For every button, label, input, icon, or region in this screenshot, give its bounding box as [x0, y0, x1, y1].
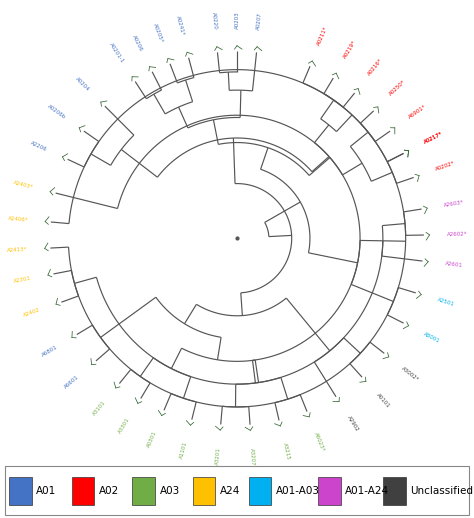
Text: A0220: A0220: [211, 12, 218, 30]
Text: A0203: A0203: [235, 11, 239, 28]
Text: A6023*: A6023*: [313, 432, 326, 453]
Text: A3215: A3215: [282, 442, 291, 461]
Text: A0205*: A0205*: [152, 22, 164, 44]
Text: A2402: A2402: [22, 308, 41, 319]
Text: A2301: A2301: [13, 276, 32, 284]
Text: A2602*: A2602*: [447, 232, 467, 237]
Text: A3201: A3201: [215, 447, 221, 465]
Text: A2413*: A2413*: [7, 247, 28, 253]
Text: A0211*: A0211*: [317, 25, 329, 46]
Text: A3207*: A3207*: [249, 447, 255, 468]
Bar: [72, 477, 94, 505]
Bar: [319, 477, 341, 505]
Text: A6901*: A6901*: [407, 104, 427, 120]
Text: A0217*: A0217*: [423, 132, 443, 146]
Text: A0207: A0207: [256, 12, 263, 30]
Text: A3301: A3301: [118, 416, 131, 435]
Text: A01-A24: A01-A24: [345, 486, 389, 496]
Text: A3002*: A3002*: [401, 365, 420, 382]
Bar: [193, 477, 215, 505]
Text: A24: A24: [220, 486, 240, 496]
Text: A0201-1: A0201-1: [108, 41, 125, 64]
Text: A1101: A1101: [180, 441, 189, 459]
Text: A0206: A0206: [131, 35, 144, 53]
Text: A2601: A2601: [445, 262, 463, 268]
Text: A0219*: A0219*: [343, 40, 358, 60]
Text: A2403*: A2403*: [13, 180, 34, 190]
Text: A8001: A8001: [423, 331, 441, 344]
Text: A2406*: A2406*: [8, 215, 28, 223]
Text: A2206: A2206: [30, 140, 48, 152]
Text: A0216*: A0216*: [367, 58, 384, 77]
Text: A0202*: A0202*: [435, 161, 456, 172]
Text: A2902: A2902: [346, 415, 360, 433]
Text: A0204: A0204: [74, 76, 91, 92]
Text: A2501: A2501: [437, 297, 455, 307]
Bar: [9, 477, 32, 505]
Text: A0301: A0301: [146, 430, 157, 449]
Text: A0241*: A0241*: [175, 16, 185, 36]
Text: A0101: A0101: [375, 393, 391, 409]
Text: A6601: A6601: [64, 374, 81, 390]
Text: A0206b: A0206b: [46, 104, 67, 120]
Text: A03: A03: [159, 486, 180, 496]
Text: A01-A03: A01-A03: [275, 486, 319, 496]
Bar: [132, 477, 155, 505]
Text: A0217*: A0217*: [423, 132, 443, 146]
Text: A2603*: A2603*: [444, 200, 465, 208]
Bar: [383, 477, 406, 505]
Text: A01: A01: [36, 486, 56, 496]
Bar: [248, 477, 271, 505]
Text: Unclassified: Unclassified: [410, 486, 473, 496]
Text: A0250*: A0250*: [389, 79, 407, 97]
Text: A3101: A3101: [92, 400, 107, 416]
Text: A02: A02: [99, 486, 119, 496]
Text: A6801: A6801: [41, 344, 59, 357]
